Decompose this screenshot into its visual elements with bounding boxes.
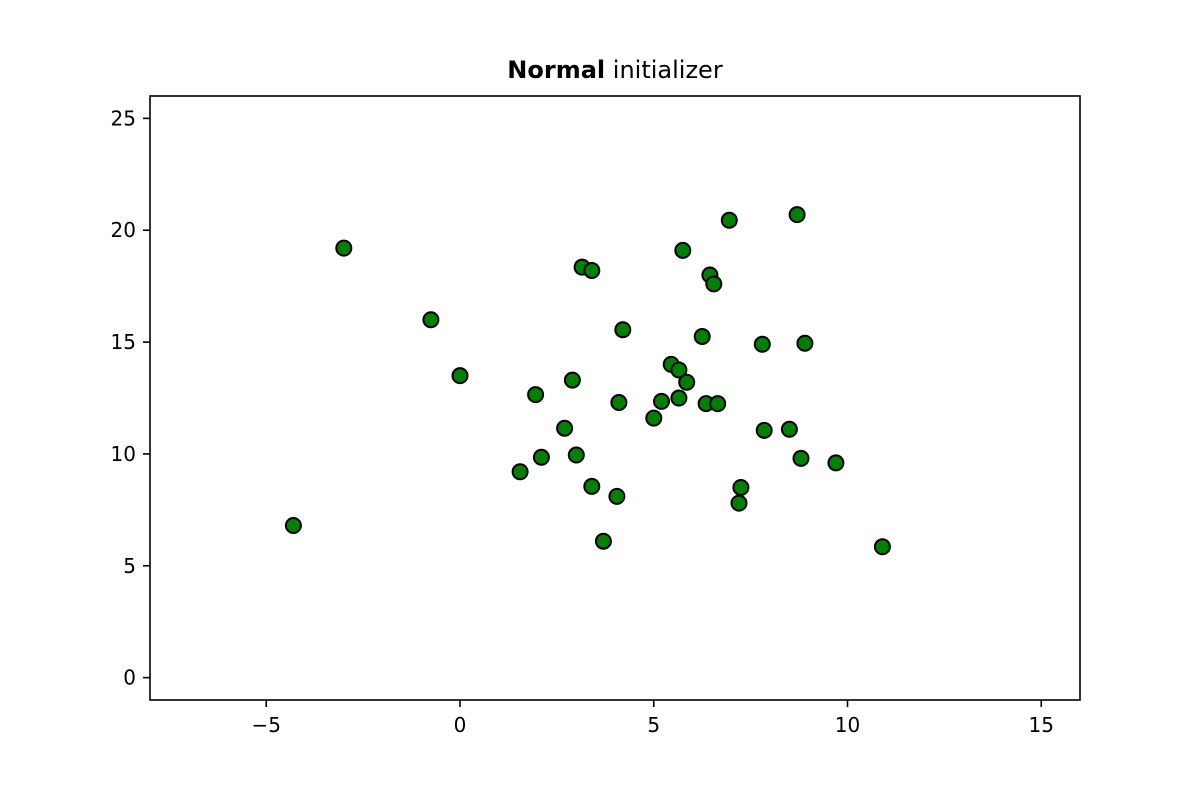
data-point	[705, 275, 723, 293]
y-tick-label: 20	[111, 218, 136, 242]
chart-title-bold: Normal	[507, 56, 605, 84]
data-point	[670, 389, 688, 407]
data-point	[732, 479, 750, 496]
y-axis-ticks: 0 5 10 15 20 25	[111, 106, 150, 690]
x-tick-label: 5	[647, 713, 660, 737]
data-point	[755, 421, 773, 439]
data-point	[583, 477, 601, 495]
data-point	[653, 392, 670, 410]
data-point	[693, 328, 711, 345]
x-tick-label: 0	[454, 713, 467, 737]
y-tick-label: 25	[111, 106, 136, 130]
data-point	[645, 409, 663, 427]
data-point	[527, 386, 545, 404]
data-point	[610, 394, 628, 411]
data-point	[335, 239, 353, 257]
data-point	[511, 463, 529, 481]
y-tick-label: 15	[111, 330, 136, 354]
data-point	[792, 449, 810, 467]
data-point	[730, 494, 748, 512]
data-point	[780, 420, 798, 438]
data-point	[608, 487, 626, 505]
data-point	[567, 446, 585, 464]
data-point	[753, 335, 771, 353]
data-point	[827, 454, 845, 472]
data-point	[583, 262, 601, 279]
chart-title-rest	[605, 56, 613, 84]
data-point	[796, 334, 814, 352]
data-point	[873, 538, 891, 556]
data-point	[678, 373, 696, 391]
data-point	[284, 517, 302, 534]
data-point	[788, 206, 806, 224]
data-points	[284, 206, 891, 556]
data-point	[422, 311, 440, 329]
x-axis-ticks: −5 0 5 10 15	[252, 700, 1054, 737]
data-point	[709, 395, 727, 413]
x-tick-label: 15	[1029, 713, 1054, 737]
data-point	[532, 448, 550, 466]
data-point	[720, 211, 738, 229]
chart-title-main: initializer	[613, 56, 723, 84]
plot-area-frame	[149, 95, 1081, 701]
y-tick-label: 0	[123, 666, 136, 690]
x-tick-label: 10	[835, 713, 860, 737]
x-tick-label: −5	[252, 713, 281, 737]
data-point	[451, 367, 469, 385]
data-point	[614, 321, 632, 339]
y-tick-label: 10	[111, 442, 136, 466]
chart-title: Normal initializer	[507, 56, 723, 84]
data-point	[594, 532, 612, 550]
data-point	[563, 371, 581, 389]
data-point	[674, 241, 692, 259]
data-point	[670, 361, 688, 379]
data-point	[556, 419, 574, 437]
y-tick-label: 5	[123, 554, 136, 578]
